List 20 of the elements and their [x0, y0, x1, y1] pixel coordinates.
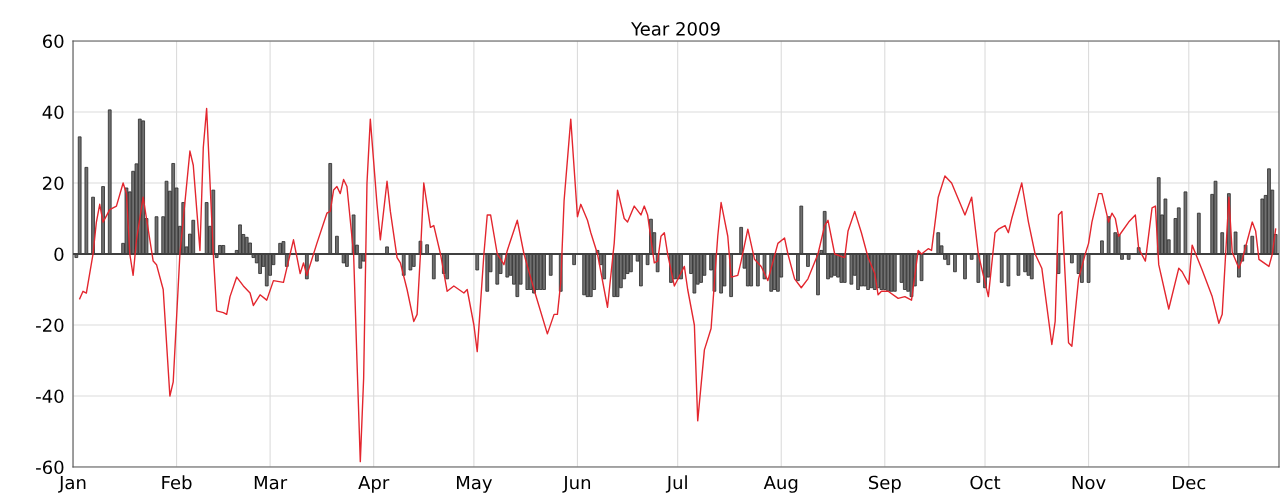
- x-tick-label: Jun: [562, 475, 591, 493]
- y-tick-label: 20: [43, 176, 64, 191]
- x-tick-label: May: [456, 475, 493, 493]
- y-tick-label: -20: [36, 318, 64, 333]
- x-tick-label: Feb: [162, 475, 192, 490]
- x-tick-label: Jul: [665, 475, 687, 493]
- y-tick-label: 0: [54, 247, 64, 262]
- x-tick-label: Oct: [970, 475, 1001, 490]
- x-tick-label: Aug: [763, 475, 798, 493]
- x-tick-label: Dec: [1173, 475, 1206, 490]
- y-tick-label: 60: [42, 34, 64, 49]
- x-tick-label: Apr: [358, 475, 390, 493]
- chart-title: Year 2009: [631, 22, 720, 36]
- y-tick-label: -60: [36, 460, 64, 475]
- y-tick-label: 40: [42, 105, 64, 120]
- x-tick-label: Nov: [1072, 475, 1106, 490]
- x-tick-label: Sep: [868, 475, 901, 493]
- x-tick-label: Mar: [254, 475, 288, 490]
- y-tick-label: -40: [36, 389, 64, 404]
- x-tick-label: Jan: [58, 475, 86, 493]
